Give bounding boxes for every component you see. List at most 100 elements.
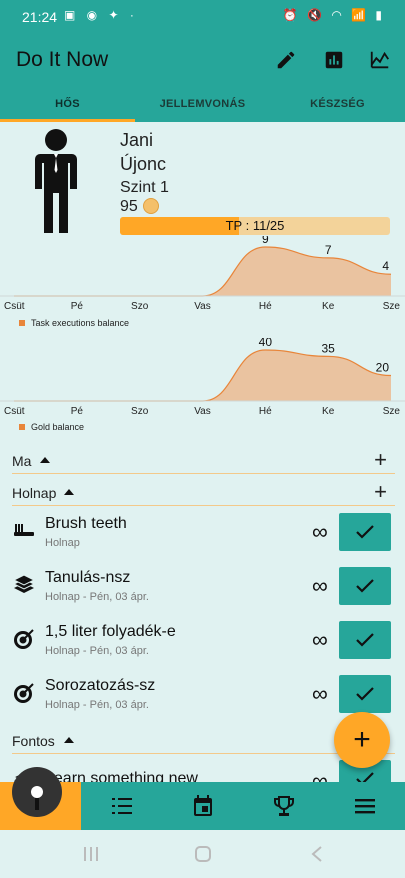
- legend-swatch: [19, 424, 25, 430]
- task-due: Holnap - Pén, 03 ápr.: [45, 699, 149, 711]
- data-label: 40: [259, 338, 273, 349]
- hero-level: Szint 1: [120, 179, 169, 196]
- edit-icon[interactable]: [272, 46, 300, 74]
- section-important[interactable]: Fontos: [12, 729, 395, 754]
- menu-icon: [354, 799, 375, 814]
- tab-bar: HŐS JELLEMVONÁS KÉSZSÉG: [0, 86, 405, 122]
- x-tick-label: Ke: [322, 301, 335, 312]
- task-title: Brush teeth: [45, 515, 127, 532]
- coin-icon: [143, 198, 159, 214]
- task-due: Holnap: [45, 537, 80, 549]
- task-title: Tanulás-nsz: [45, 569, 131, 586]
- tp-progress-bar: TP : 11/25: [120, 217, 390, 235]
- add-fab-button[interactable]: +: [334, 712, 390, 768]
- task-item[interactable]: Brush teeth Holnap ∞: [0, 513, 405, 567]
- tp-progress-label: TP : 11/25: [225, 218, 285, 233]
- gold-balance-chart-svg: Csüt Pé Szo Vas Hé 40 Ke 35 Sze 20: [0, 338, 405, 417]
- app-title: Do It Now: [16, 48, 109, 71]
- complete-task-button[interactable]: [339, 513, 391, 551]
- complete-task-button[interactable]: [339, 621, 391, 659]
- legend-label: Task executions balance: [31, 318, 130, 328]
- recent-apps-icon[interactable]: [82, 846, 100, 862]
- check-icon: [356, 633, 374, 647]
- gold-balance-chart: Csüt Pé Szo Vas Hé 40 Ke 35 Sze 20: [0, 338, 405, 420]
- add-task-icon[interactable]: +: [374, 479, 387, 504]
- x-tick-label: Vas: [194, 406, 211, 417]
- target-icon: [12, 681, 36, 705]
- avatar[interactable]: [12, 767, 62, 817]
- x-tick-label: Csüt: [4, 406, 25, 417]
- section-today[interactable]: Ma +: [12, 449, 395, 474]
- back-icon[interactable]: [310, 846, 324, 862]
- infinity-icon: ∞: [312, 627, 328, 652]
- tab-skills[interactable]: KÉSZSÉG: [310, 98, 365, 110]
- bar-chart-icon[interactable]: [320, 46, 348, 74]
- tab-hero[interactable]: HŐS: [55, 98, 80, 110]
- tp-progress-fill: [120, 217, 239, 235]
- x-tick-label: Vas: [194, 301, 211, 312]
- collapse-caret-icon[interactable]: [64, 737, 74, 743]
- check-icon: [356, 687, 374, 701]
- line-chart-icon[interactable]: [366, 46, 394, 74]
- collapse-caret-icon[interactable]: [64, 489, 74, 495]
- add-task-icon[interactable]: +: [374, 447, 387, 472]
- task-balance-chart-svg: Csüt Pé Szo Vas Hé 9 Ke 7 Sze 4: [0, 236, 405, 312]
- status-time: 21:24: [22, 9, 58, 25]
- chart-area: [14, 247, 391, 296]
- notification-icons: ▣ ◉ ✦ ·: [64, 8, 138, 22]
- x-tick-label: Sze: [383, 301, 401, 312]
- system-status-icons: ⏰ 🔇 ◠ 📶 ▮: [282, 8, 385, 22]
- infinity-icon: ∞: [312, 681, 328, 706]
- section-tomorrow[interactable]: Holnap +: [12, 481, 395, 506]
- hero-rank: Újonc: [120, 154, 167, 174]
- check-icon: [356, 525, 374, 539]
- tab-traits[interactable]: JELLEMVONÁS: [159, 98, 246, 110]
- check-icon: [356, 579, 374, 593]
- task-item[interactable]: Sorozatozás-sz Holnap - Pén, 03 ápr. ∞: [0, 675, 405, 729]
- complete-task-button[interactable]: [339, 675, 391, 713]
- nav-trophy[interactable]: [243, 782, 324, 830]
- list-icon: [111, 798, 132, 814]
- x-tick-label: Ke: [322, 406, 335, 417]
- hero-figure-icon: [35, 129, 77, 233]
- x-tick-label: Szo: [131, 301, 149, 312]
- home-icon[interactable]: [194, 846, 212, 862]
- complete-task-button[interactable]: [339, 567, 391, 605]
- task-balance-chart: Csüt Pé Szo Vas Hé 9 Ke 7 Sze 4: [0, 236, 405, 316]
- task-due: Holnap - Pén, 03 ápr.: [45, 591, 149, 603]
- task-balance-legend: Task executions balance: [19, 318, 129, 328]
- hero-gold: 95: [120, 198, 138, 215]
- x-tick-label: Hé: [259, 301, 272, 312]
- data-label: 9: [262, 236, 269, 246]
- task-title: Sorozatozás-sz: [45, 677, 156, 694]
- x-tick-label: Pé: [71, 301, 84, 312]
- toothbrush-icon: [12, 519, 36, 543]
- legend-swatch: [19, 320, 25, 326]
- task-item[interactable]: Tanulás-nsz Holnap - Pén, 03 ápr. ∞: [0, 567, 405, 621]
- infinity-icon: ∞: [312, 573, 328, 598]
- nav-calendar[interactable]: [162, 782, 243, 830]
- nav-list[interactable]: [81, 782, 162, 830]
- chart-area: [14, 350, 391, 401]
- infinity-icon: ∞: [312, 519, 328, 544]
- calendar-icon: [193, 795, 212, 816]
- data-label: 7: [325, 243, 332, 257]
- avatar-figure-icon: [31, 786, 43, 810]
- legend-label: Gold balance: [31, 422, 85, 432]
- trophy-icon: [273, 796, 294, 816]
- status-bar: 21:24 ▣ ◉ ✦ · ⏰ 🔇 ◠ 📶 ▮: [0, 0, 405, 34]
- target-icon: [12, 627, 36, 651]
- data-label: 35: [321, 341, 335, 355]
- collapse-caret-icon[interactable]: [40, 457, 50, 463]
- task-item[interactable]: 1,5 liter folyadék-e Holnap - Pén, 03 áp…: [0, 621, 405, 675]
- system-nav-bar: [0, 830, 405, 878]
- app-bar: Do It Now: [0, 34, 405, 86]
- books-icon: [12, 573, 36, 597]
- task-title: 1,5 liter folyadék-e: [45, 623, 176, 640]
- nav-menu[interactable]: [324, 782, 405, 830]
- x-tick-label: Pé: [71, 406, 84, 417]
- x-tick-label: Sze: [383, 406, 401, 417]
- x-tick-label: Csüt: [4, 301, 25, 312]
- section-label: Ma: [12, 453, 32, 469]
- gold-balance-legend: Gold balance: [19, 422, 84, 432]
